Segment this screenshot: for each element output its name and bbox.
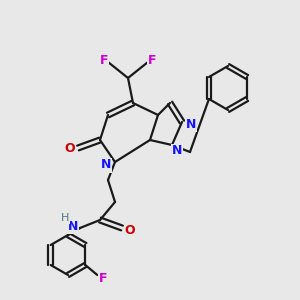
Text: N: N (172, 145, 182, 158)
Text: F: F (100, 53, 108, 67)
Text: N: N (101, 158, 111, 172)
Text: H: H (61, 213, 69, 223)
Text: F: F (99, 272, 108, 284)
Text: N: N (186, 118, 196, 130)
Text: F: F (148, 53, 156, 67)
Text: N: N (68, 220, 78, 232)
Text: O: O (125, 224, 135, 236)
Text: O: O (65, 142, 75, 154)
